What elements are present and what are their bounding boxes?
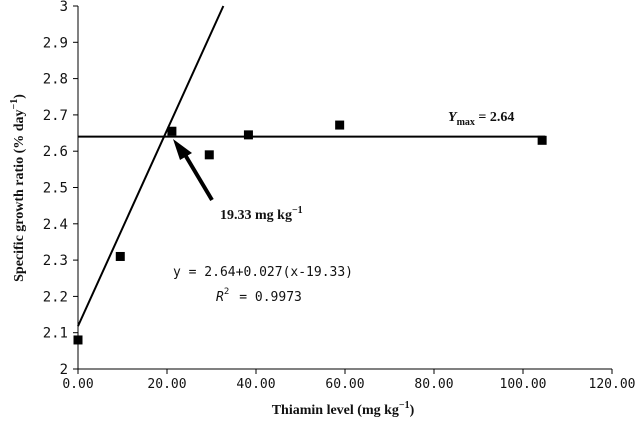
y-tick-label: 2.1 xyxy=(43,326,68,342)
y-tick-label: 2 xyxy=(60,362,68,378)
y-axis-label-main: Specific growth ratio (% day xyxy=(12,109,27,281)
axes: 2 2.1 2.2 2.3 2.4 2.5 2.6 2.7 2.8 2.9 3 0.00 20.00 40… xyxy=(43,0,636,392)
y-axis-label: Specific growth ratio (% day−1) xyxy=(9,94,27,282)
breakpoint-arrow-head xyxy=(173,139,192,160)
y-tick-label: 2.2 xyxy=(43,289,68,305)
y-axis-label-close: ) xyxy=(12,94,27,99)
x-tick-label: 40.00 xyxy=(236,377,275,392)
x-axis-label-close: ) xyxy=(410,403,415,418)
equation-label: y = 2.64+0.027(x-19.33) xyxy=(173,265,353,280)
data-point xyxy=(537,135,547,145)
y-axis-label-sup: −1 xyxy=(9,99,20,110)
x-tick-label: 100.00 xyxy=(500,377,547,392)
y-tick-label: 2.8 xyxy=(43,72,68,88)
x-axis-label-sup: −1 xyxy=(399,400,410,411)
data-point xyxy=(73,335,83,345)
breakpoint-value: 19.33 mg kg xyxy=(220,208,292,223)
y-tick-label: 2.4 xyxy=(43,217,68,233)
r-squared-sup: 2 xyxy=(224,287,229,297)
data-point xyxy=(115,251,125,261)
data-point xyxy=(204,150,214,160)
y-tick-label: 2.7 xyxy=(43,108,68,124)
y-tick-label: 2.5 xyxy=(43,181,68,197)
r-squared-label: R2 = 0.9973 xyxy=(216,287,302,305)
series-layer xyxy=(73,5,547,345)
x-tick-label: 120.00 xyxy=(589,377,636,392)
x-axis-label: Thiamin level (mg kg−1) xyxy=(272,400,415,418)
x-tick-label: 60.00 xyxy=(325,377,364,392)
breakpoint-sup: −1 xyxy=(292,205,303,216)
data-point xyxy=(167,126,177,136)
breakpoint-label: 19.33 mg kg−1 xyxy=(220,205,303,223)
ymax-symbol: Y xyxy=(448,110,458,125)
r-squared-symbol: R xyxy=(216,290,224,305)
x-tick-label: 80.00 xyxy=(414,377,453,392)
data-point xyxy=(335,120,345,130)
ymax-subscript: max xyxy=(457,117,475,128)
ymax-annotation: Ymax = 2.64 xyxy=(448,110,514,128)
ymax-value: = 2.64 xyxy=(475,110,514,125)
x-axis-label-main: Thiamin level (mg kg xyxy=(272,403,399,418)
x-tick-label: 0.00 xyxy=(62,377,93,392)
data-point xyxy=(243,130,253,140)
x-tick-label: 20.00 xyxy=(147,377,186,392)
rising-line xyxy=(77,5,225,327)
breakpoint-arrow-shaft xyxy=(182,151,214,202)
y-tick-label: 3 xyxy=(60,0,68,15)
y-tick-label: 2.3 xyxy=(43,253,68,269)
y-tick-label: 2.6 xyxy=(43,144,68,160)
y-tick-label: 2.9 xyxy=(43,35,68,51)
r-squared-value: = 0.9973 xyxy=(239,290,302,305)
